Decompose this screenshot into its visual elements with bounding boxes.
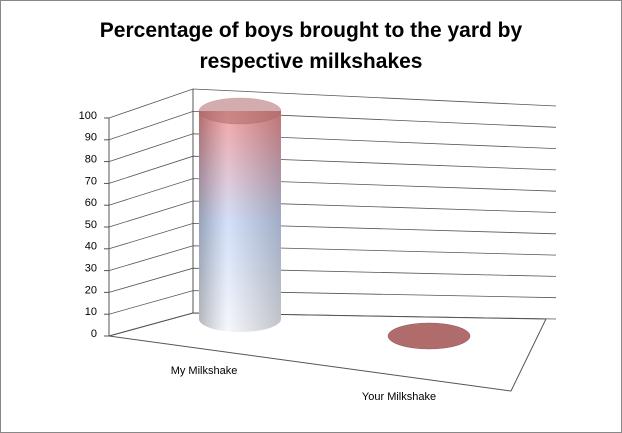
x-tick-label: My Milkshake [171, 365, 238, 377]
cylinder-top [387, 322, 471, 350]
grid-line [108, 245, 557, 271]
grid-line [108, 200, 557, 228]
grid-line [108, 290, 557, 315]
grid-line [108, 133, 557, 162]
y-tick-label: 100 [79, 110, 97, 122]
cylinder-top [198, 97, 282, 125]
y-tick-label: 40 [85, 241, 97, 253]
x-tick-label: Your Milkshake [362, 391, 436, 403]
y-tick-label: 70 [85, 175, 97, 187]
cylinder-shade [199, 111, 281, 332]
grid-line [108, 178, 557, 206]
grid-line [108, 267, 557, 293]
y-tick-label: 90 [85, 132, 97, 144]
chart-title: Percentage of boys brought to the yard b… [99, 19, 523, 73]
bar [387, 322, 471, 350]
bar [198, 97, 282, 332]
y-tick-label: 80 [85, 154, 97, 166]
y-tick-label: 60 [85, 197, 97, 209]
grid-line [108, 88, 557, 119]
y-tick-label: 50 [85, 219, 97, 231]
y-tick-label: 20 [85, 284, 97, 296]
grid-line [108, 222, 557, 250]
y-tick-label: 30 [85, 263, 97, 275]
y-tick-label: 0 [91, 328, 97, 340]
grid-line [108, 155, 557, 184]
grid-line [108, 312, 557, 337]
y-tick-label: 10 [85, 306, 97, 318]
floor-edge [108, 312, 547, 392]
grid-line [108, 110, 557, 141]
